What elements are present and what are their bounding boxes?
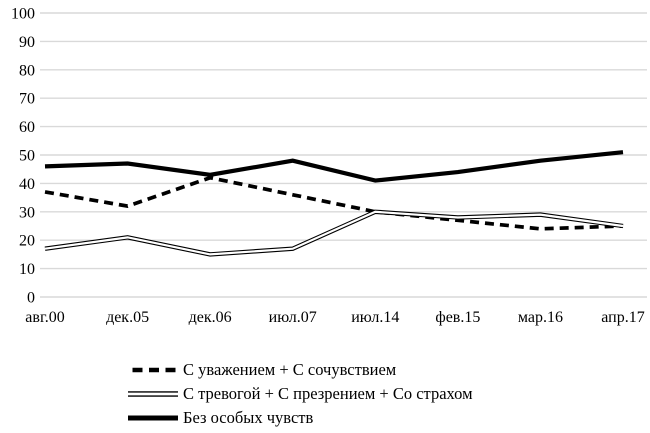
y-tick-label: 60: [19, 119, 35, 136]
x-axis-labels: авг.00 дек.05 дек.06 июл.07 июл.14 фев.15 мар.…: [25, 309, 644, 326]
y-tick-label: 50: [19, 148, 35, 165]
x-tick-label: мар.16: [518, 309, 563, 326]
series-line-double: [44, 209, 624, 257]
x-tick-label: июл.07: [269, 309, 317, 326]
x-tick-label: дек.05: [106, 309, 149, 326]
dashed-line-key-icon: [128, 367, 178, 373]
x-tick-label: апр.17: [601, 309, 644, 326]
series-line-double-inner: [44, 210, 624, 256]
x-tick-label: фев.15: [435, 309, 480, 326]
legend-item-anxiety-contempt-fear: С тревогой + С презрением + Со страхом: [127, 382, 473, 406]
y-tick-label: 10: [19, 261, 35, 278]
x-tick-label: июл.14: [351, 309, 399, 326]
chart-legend: С уважением + С сочувствием С тревогой +…: [127, 358, 473, 430]
legend-label-anxiety-contempt-fear: С тревогой + С презрением + Со страхом: [183, 383, 473, 403]
legend-item-respect-sympathy: С уважением + С сочувствием: [127, 358, 473, 382]
y-tick-label: 30: [19, 204, 35, 221]
solid-line-key-icon: [128, 415, 178, 421]
y-tick-label: 100: [11, 6, 35, 23]
series-line-solid: [44, 150, 624, 183]
gridline-layer: [40, 12, 647, 298]
y-tick-label: 0: [27, 290, 35, 307]
y-tick-label: 90: [19, 34, 35, 51]
y-axis-labels: 0 10 20 30 40 50 60 70 80 90 100: [11, 6, 35, 307]
series-layer: [44, 150, 624, 257]
double-line-key-icon: [128, 391, 178, 397]
y-tick-label: 70: [19, 91, 35, 108]
legend-item-no-particular-feelings: Без особых чувств: [127, 406, 473, 430]
x-tick-label: дек.06: [189, 309, 232, 326]
y-tick-label: 80: [19, 62, 35, 79]
y-tick-label: 40: [19, 176, 35, 193]
series-line-dashed: [44, 175, 624, 231]
line-chart: 0 10 20 30 40 50 60 70 80 90 100 авг.00 дек.05 дек.0…: [11, 6, 647, 326]
legend-label-no-particular-feelings: Без особых чувств: [183, 407, 314, 427]
y-tick-label: 20: [19, 233, 35, 250]
x-tick-label: авг.00: [25, 309, 64, 326]
legend-label-respect-sympathy: С уважением + С сочувствием: [183, 359, 397, 379]
